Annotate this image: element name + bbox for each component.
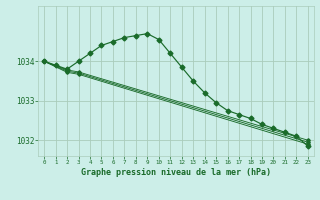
X-axis label: Graphe pression niveau de la mer (hPa): Graphe pression niveau de la mer (hPa) (81, 168, 271, 177)
